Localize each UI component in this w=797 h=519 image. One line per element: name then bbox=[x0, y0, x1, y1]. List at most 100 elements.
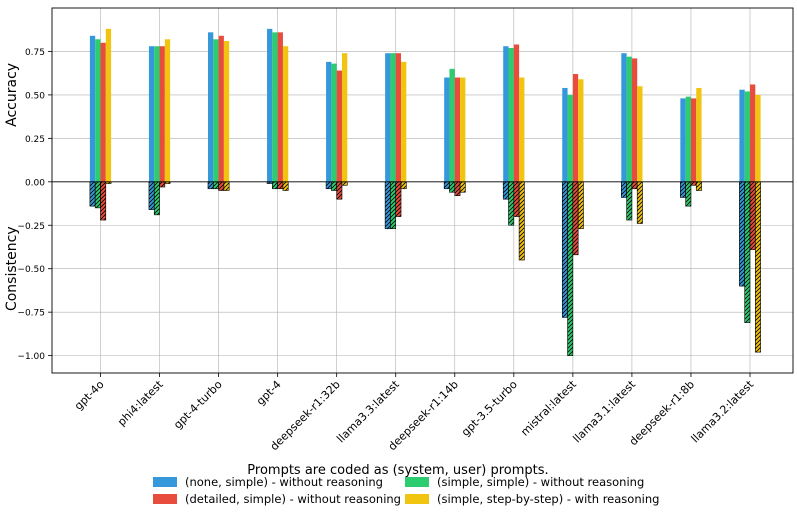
x-tick-label: gpt-4-turbo bbox=[171, 378, 225, 432]
accuracy-bar bbox=[148, 46, 155, 182]
consistency-bar bbox=[223, 181, 230, 191]
accuracy-bar bbox=[272, 32, 278, 182]
y-tick-label: −0.50 bbox=[17, 265, 45, 275]
accuracy-bar bbox=[503, 46, 509, 182]
accuracy-bar bbox=[449, 68, 455, 182]
y-tick-label: −1.00 bbox=[17, 352, 45, 362]
consistency-bar bbox=[148, 181, 155, 210]
consistency-bar bbox=[100, 181, 107, 221]
consistency-bar bbox=[282, 181, 289, 191]
accuracy-bar bbox=[513, 44, 520, 182]
y-tick-label: −0.75 bbox=[17, 309, 45, 319]
plot-frame bbox=[51, 7, 794, 374]
legend: (none, simple) - without reasoning (simpl… bbox=[153, 475, 659, 506]
consistency-bar bbox=[395, 181, 402, 217]
consistency-bar bbox=[626, 181, 633, 221]
consistency-bar bbox=[685, 181, 692, 207]
consistency-bar bbox=[159, 181, 166, 188]
accuracy-bar bbox=[218, 35, 224, 182]
consistency-bar bbox=[443, 181, 450, 190]
legend-label: (simple, simple) - without reasoning bbox=[437, 475, 644, 489]
accuracy-bar bbox=[223, 41, 230, 182]
consistency-bar bbox=[153, 181, 160, 216]
consistency-bar bbox=[400, 181, 407, 190]
accuracy-bar bbox=[331, 63, 337, 182]
accuracy-bar bbox=[336, 70, 342, 182]
accuracy-bar bbox=[755, 94, 761, 182]
y-tick-label: 0.25 bbox=[25, 135, 45, 145]
accuracy-bar bbox=[154, 46, 160, 182]
accuracy-bar bbox=[100, 42, 106, 182]
consistency-bar bbox=[212, 181, 219, 190]
accuracy-bar bbox=[105, 28, 112, 182]
x-axis-ticks: gpt-4o phi4:latest gpt-4-turbo gpt-4 deepsee… bbox=[72, 373, 757, 453]
consistency-bar bbox=[749, 181, 756, 250]
consistency-bar bbox=[744, 181, 751, 323]
accuracy-bar bbox=[213, 39, 219, 182]
consistency-bar bbox=[695, 181, 702, 191]
consistency-bar bbox=[207, 181, 214, 190]
accuracy-bar bbox=[401, 61, 407, 182]
consistency-bar bbox=[459, 181, 466, 193]
legend-label: (none, simple) - without reasoning bbox=[185, 475, 383, 489]
accuracy-bar bbox=[385, 53, 391, 182]
accuracy-bar bbox=[680, 98, 686, 182]
consistency-bar bbox=[325, 181, 332, 190]
accuracy-bar bbox=[89, 35, 96, 182]
accuracy-bar bbox=[739, 89, 745, 182]
legend-swatch bbox=[405, 477, 429, 487]
accuracy-bar bbox=[519, 77, 525, 182]
accuracy-bar bbox=[750, 84, 756, 182]
consistency-bar bbox=[331, 181, 337, 191]
accuracy-bar bbox=[341, 53, 348, 182]
consistency-bar bbox=[690, 181, 697, 186]
accuracy-bar bbox=[696, 87, 702, 182]
consistency-bar bbox=[336, 181, 343, 200]
accuracy-bar bbox=[159, 46, 165, 182]
accuracy-bar bbox=[267, 28, 273, 182]
consistency-bar bbox=[754, 181, 761, 353]
accuracy-bar bbox=[631, 58, 638, 182]
consistency-bar bbox=[561, 181, 568, 318]
accuracy-bar bbox=[685, 96, 691, 182]
accuracy-bar bbox=[164, 39, 171, 182]
accuracy-bar bbox=[460, 77, 466, 182]
x-tick-label: llama3.2:latest bbox=[689, 377, 757, 445]
accuracy-bar bbox=[395, 53, 402, 182]
accuracy-bar bbox=[444, 77, 450, 182]
accuracy-bar bbox=[277, 32, 283, 182]
consistency-bar bbox=[508, 181, 515, 226]
consistency-bar bbox=[567, 181, 574, 356]
consistency-bar bbox=[94, 181, 101, 209]
y-axis-ticks: −1.00 −0.75 −0.50 −0.25 0.00 0.25 0.50 0.75 bbox=[17, 48, 52, 362]
accuracy-bar bbox=[454, 77, 461, 182]
x-tick-label: llama3.3:latest bbox=[334, 377, 402, 445]
accuracy-bar bbox=[508, 47, 514, 182]
consistency-bar bbox=[621, 181, 627, 198]
consistency-bar bbox=[577, 181, 584, 230]
x-tick-label: mistral:latest bbox=[518, 377, 579, 438]
consistency-bar bbox=[518, 181, 525, 261]
consistency-bar bbox=[449, 181, 456, 193]
legend-item: (simple, step-by-step) - with reasoning bbox=[405, 492, 659, 506]
x-tick-label: llama3.1:latest bbox=[571, 377, 639, 445]
legend-label: (detailed, simple) - without reasoning bbox=[185, 492, 401, 506]
y-tick-label: 0.75 bbox=[25, 48, 45, 58]
legend-item: (simple, simple) - without reasoning bbox=[405, 475, 644, 489]
consistency-bar bbox=[384, 181, 391, 230]
consistency-bar bbox=[502, 181, 509, 200]
bars bbox=[89, 28, 761, 356]
accuracy-bar bbox=[637, 86, 643, 182]
consistency-bar bbox=[277, 181, 284, 190]
consistency-bar bbox=[390, 181, 397, 230]
legend-item: (none, simple) - without reasoning bbox=[153, 475, 383, 489]
y-axis-label-accuracy: Accuracy bbox=[4, 63, 20, 127]
consistency-bar bbox=[513, 181, 520, 217]
consistency-bar bbox=[218, 181, 225, 191]
x-tick-label: gpt-3.5-turbo bbox=[459, 378, 520, 439]
consistency-bar bbox=[341, 181, 348, 186]
y-axis-label-consistency: Consistency bbox=[4, 226, 20, 311]
accuracy-bar bbox=[578, 79, 584, 182]
legend-swatch bbox=[153, 494, 177, 504]
